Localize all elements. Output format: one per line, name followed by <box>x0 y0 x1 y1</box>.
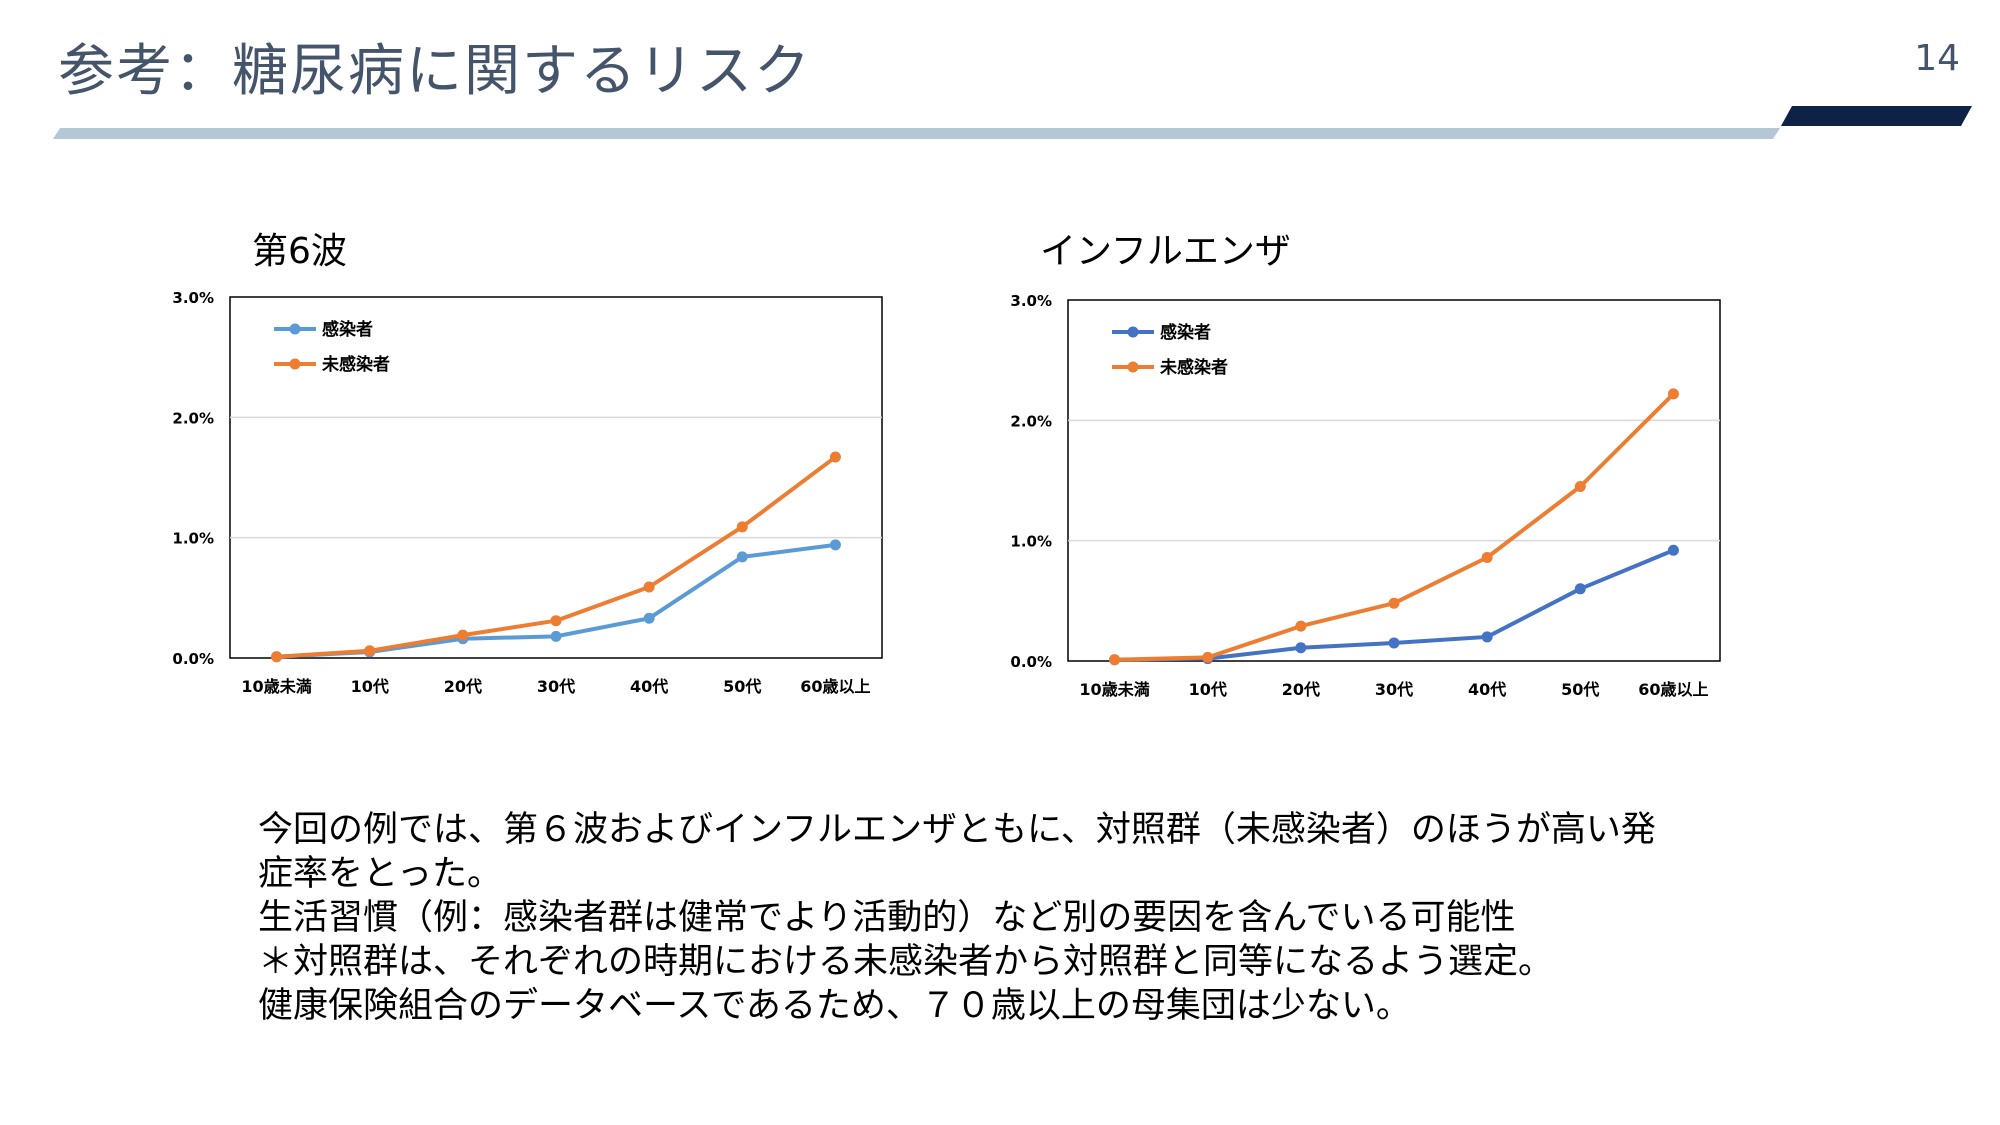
chart-2-series-1-point <box>1574 583 1586 595</box>
chart-1-x-tick-label: 10歳未満 <box>241 677 311 696</box>
chart-1-x-tick-label: 50代 <box>723 677 761 696</box>
chart-1: 0.0% 1.0% 2.0% 3.0% 10歳未満 10代 20代 30代 40代 50代 60歳以… <box>172 289 883 696</box>
chart-2-x-tick-label: 20代 <box>1282 680 1320 699</box>
header-rule-dark <box>1781 106 1972 126</box>
chart-2-series-2-point <box>1295 620 1307 632</box>
chart-2-y-tick-label: 1.0% <box>1010 533 1052 551</box>
chart-1-x-tick-label: 30代 <box>537 677 575 696</box>
body-line: 症率をとった。 <box>258 854 502 894</box>
header-rule <box>53 106 1972 139</box>
chart-2-series-1-point <box>1295 642 1307 654</box>
chart-2-x-tick-label: 30代 <box>1375 680 1413 699</box>
chart-2-series-1-point <box>1388 637 1400 649</box>
chart-2-series-2-point <box>1109 654 1121 666</box>
chart-2-series-2-point <box>1202 651 1214 663</box>
chart-2-x-tick-label: 10代 <box>1189 680 1227 699</box>
chart-1-y-tick-label: 0.0% <box>172 650 214 668</box>
chart-2-series-1-point <box>1667 544 1679 556</box>
chart-1-series-2-point <box>643 581 655 593</box>
chart-2-x-tick-label: 60歳以上 <box>1638 680 1708 699</box>
chart-1-legend-label: 未感染者 <box>321 354 390 375</box>
chart-1-title: 第6波 <box>252 231 347 272</box>
chart-2-y-tick-label: 0.0% <box>1010 653 1052 671</box>
body-line: ＊対照群は、それぞれの時期における未感染者から対照群と同等になるよう選定。 <box>258 942 1554 982</box>
slide-title: 参考：糖尿病に関するリスク <box>58 39 812 104</box>
chart-1-series-2-point <box>457 629 469 641</box>
chart-2-legend-label: 未感染者 <box>1159 357 1228 378</box>
chart-2-y-tick-label: 2.0% <box>1010 412 1052 430</box>
chart-1-series-1-point <box>643 612 655 624</box>
chart-1-y-tick-label: 2.0% <box>172 409 214 427</box>
chart-2-title: インフルエンザ <box>1040 231 1291 272</box>
chart-2-series-2-point <box>1481 552 1493 564</box>
chart-1-series-1-point <box>829 539 841 551</box>
body-line: 健康保険組合のデータベースであるため、７０歳以上の母集団は少ない。 <box>258 986 1411 1026</box>
chart-2-y-tick-label: 3.0% <box>1010 292 1052 310</box>
chart-2-x-tick-label: 10歳未満 <box>1079 680 1149 699</box>
chart-2-legend-marker <box>1127 361 1139 373</box>
chart-1-series-2-point <box>550 615 562 627</box>
chart-1-series-1-point <box>736 551 748 563</box>
chart-2-series-1-point <box>1481 631 1493 643</box>
chart-1-series-1-point <box>550 630 562 642</box>
body-line: 今回の例では、第６波およびインフルエンザともに、対照群（未感染者）のほうが高い発 <box>258 810 1656 850</box>
chart-1-x-tick-label: 60歳以上 <box>800 677 870 696</box>
chart-1-x-tick-label: 10代 <box>351 677 389 696</box>
chart-1-x-tick-label: 40代 <box>630 677 668 696</box>
header-rule-light <box>53 128 1780 139</box>
chart-1-series-2-point <box>271 651 283 663</box>
page-number: 14 <box>1914 38 1960 79</box>
chart-2-x-tick-label: 50代 <box>1561 680 1599 699</box>
chart-1-y-tick-label: 1.0% <box>172 530 214 548</box>
chart-1-x-tick-label: 20代 <box>444 677 482 696</box>
chart-2-series-2-point <box>1388 597 1400 609</box>
chart-2-series-2-point <box>1574 481 1586 493</box>
chart-1-series-2-point <box>829 451 841 463</box>
chart-1-legend-marker <box>289 358 301 370</box>
chart-1-series-2-point <box>364 645 376 657</box>
body-text: 今回の例では、第６波およびインフルエンザともに、対照群（未感染者）のほうが高い発… <box>258 808 1656 1028</box>
chart-2-x-tick-label: 40代 <box>1468 680 1506 699</box>
chart-2-legend-marker <box>1127 326 1139 338</box>
chart-1-series-2-point <box>736 521 748 533</box>
chart-1-legend-label: 感染者 <box>322 319 373 340</box>
chart-1-y-tick-label: 3.0% <box>172 289 214 307</box>
chart-2-legend-label: 感染者 <box>1160 322 1211 343</box>
chart-2: 0.0% 1.0% 2.0% 3.0% 10歳未満 10代 20代 30代 40代 50代 60歳以… <box>1010 292 1721 699</box>
body-line: 生活習慣（例：感染者群は健常でより活動的）など別の要因を含んでいる可能性 <box>258 898 1516 938</box>
chart-1-legend-marker <box>289 323 301 335</box>
chart-2-series-2-point <box>1667 388 1679 400</box>
chart-1-plot-area <box>229 296 883 659</box>
